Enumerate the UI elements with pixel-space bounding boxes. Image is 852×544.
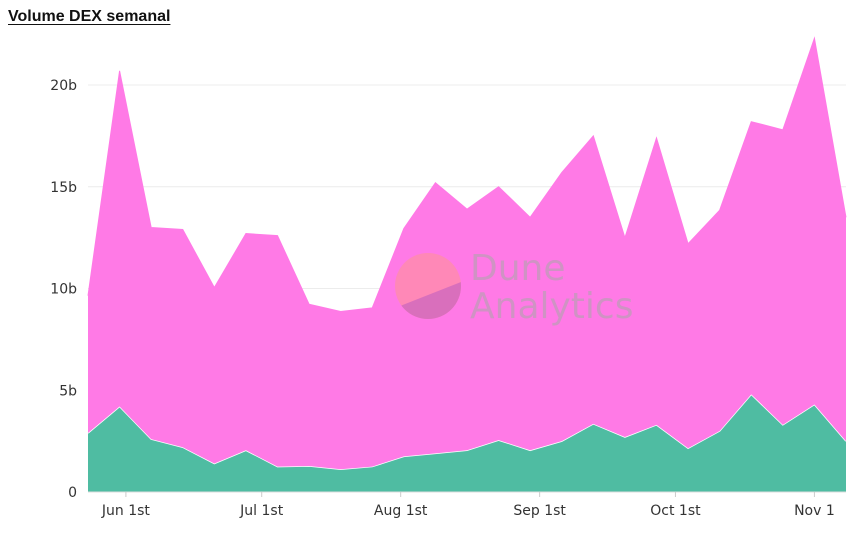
x-tick-label: Aug 1st [374,503,428,519]
area-series-1 [88,394,846,492]
x-tick-label: Oct 1st [650,503,701,519]
x-tick-label: Jun 1st [101,503,151,519]
y-tick-label: 15b [50,180,77,196]
y-tick-label: 0 [68,485,77,501]
chart-title: Volume DEX semanal [8,8,171,25]
y-tick-label: 5b [59,383,77,399]
x-tick-label: Jul 1st [239,503,284,519]
watermark-word-analytics: Analytics [470,286,633,327]
area-series-2-edge [87,36,847,313]
y-tick-label: 20b [50,78,77,94]
x-tick-label: Nov 1 [794,503,835,519]
y-tick-label: 10b [50,282,77,298]
area-series-2 [88,38,846,470]
x-tick-label: Sep 1st [513,503,566,519]
watermark-word-dune: Dune [470,248,566,289]
dune-analytics-watermark: Dune Analytics [395,248,633,327]
